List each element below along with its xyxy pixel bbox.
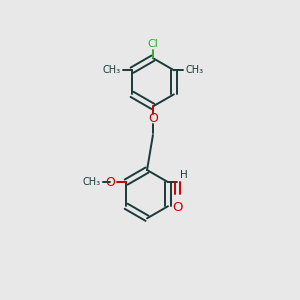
Text: Cl: Cl <box>148 39 158 49</box>
Text: O: O <box>172 201 183 214</box>
Text: O: O <box>148 112 158 125</box>
Text: O: O <box>106 176 116 189</box>
Text: CH₃: CH₃ <box>82 177 100 187</box>
Text: H: H <box>180 170 188 180</box>
Text: CH₃: CH₃ <box>185 65 203 75</box>
Text: CH₃: CH₃ <box>103 65 121 75</box>
